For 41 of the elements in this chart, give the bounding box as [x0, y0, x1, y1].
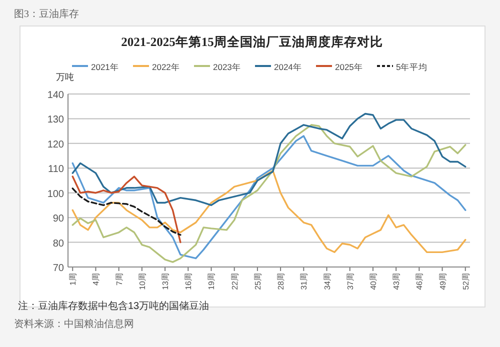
x-tick-label: 49周 [438, 273, 448, 290]
legend-label: 2024年 [274, 62, 302, 72]
x-tick-label: 4周 [92, 273, 101, 286]
x-tick-label: 10周 [138, 273, 147, 290]
x-tick-label: 34周 [322, 273, 332, 290]
legend-label: 2025年 [335, 62, 363, 72]
legend-label: 2021年 [91, 62, 119, 72]
legend-label: 5年平均 [396, 62, 428, 72]
x-tick-label: 1周 [68, 273, 78, 286]
x-tick-label: 22周 [230, 273, 240, 290]
y-tick-label: 70 [52, 263, 64, 274]
y-tick-label: 90 [52, 214, 64, 225]
legend-label: 2023年 [213, 62, 241, 72]
x-tick-label: 43周 [392, 273, 402, 290]
x-tick-label: 31周 [300, 273, 309, 290]
x-tick-label: 40周 [368, 273, 378, 290]
x-tick-label: 37周 [346, 273, 355, 290]
x-tick-label: 46周 [415, 273, 424, 290]
y-tick-label: 130 [47, 114, 64, 126]
x-tick-label: 28周 [276, 273, 286, 290]
y-tick-label: 110 [48, 164, 64, 176]
y-axis-title: 万吨 [56, 72, 74, 82]
text: 资料来源：中国粮油信息网 [14, 318, 134, 330]
line-series [72, 188, 182, 236]
x-tick-label: 16周 [184, 273, 194, 290]
x-tick-label: 25周 [253, 273, 262, 290]
caption: 图3：豆油库存 [14, 8, 79, 20]
x-tick-label: 13周 [161, 273, 170, 290]
y-tick-label: 80 [52, 238, 64, 250]
x-tick-label: 52周 [461, 273, 470, 290]
line-series [72, 112, 466, 206]
y-tick-label: 100 [47, 188, 64, 200]
line-series [72, 170, 466, 254]
y-tick-label: 120 [47, 139, 64, 150]
text: 注：豆油库存数据中包含13万吨的国储豆油 [18, 300, 210, 312]
x-tick-label: 19周 [207, 273, 216, 290]
line-series [72, 176, 182, 244]
y-tick-label: 140 [47, 90, 64, 101]
legend-label: 2022年 [152, 62, 180, 72]
x-tick-label: 7周 [114, 273, 124, 286]
chart-title: 2021-2025年第15周全国油厂豆油周度库存对比 [121, 34, 383, 49]
